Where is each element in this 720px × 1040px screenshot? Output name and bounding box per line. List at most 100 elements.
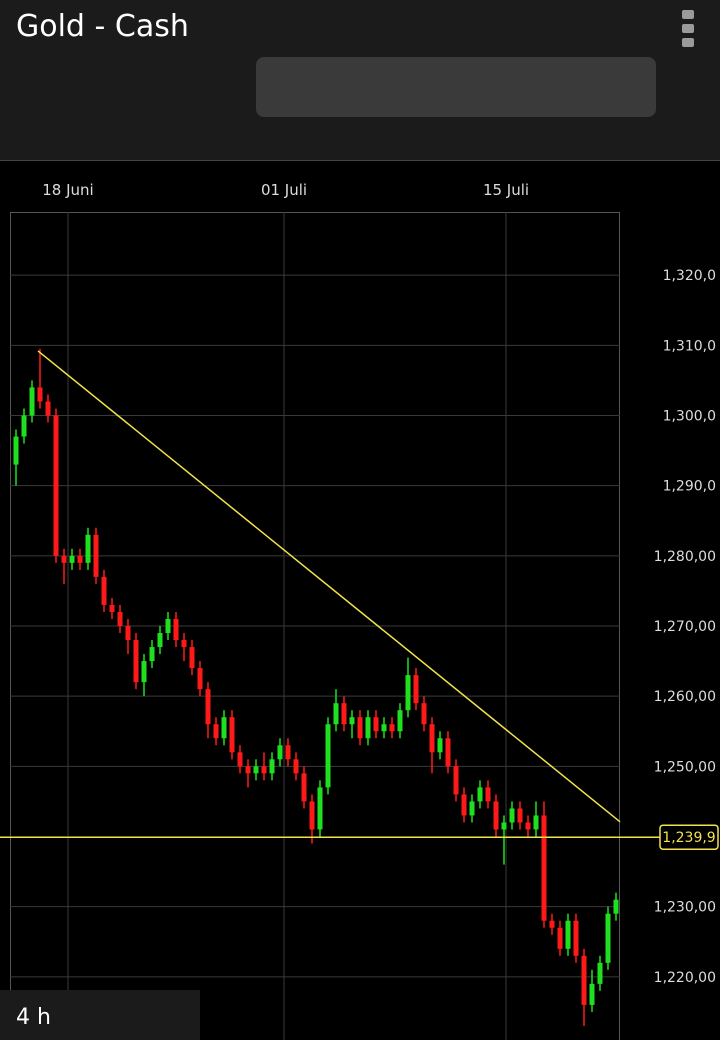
candle-body xyxy=(237,752,243,767)
candle-body xyxy=(149,647,155,662)
candle-body xyxy=(93,534,99,577)
candle-body xyxy=(229,717,235,753)
menu-dot xyxy=(682,24,694,33)
candle-body xyxy=(253,766,259,774)
overlay: 1,239,9 xyxy=(0,350,719,850)
candle-body xyxy=(69,555,75,563)
candle-body xyxy=(45,401,51,416)
candle-body xyxy=(445,738,451,767)
candle-body xyxy=(525,822,531,830)
candle-body xyxy=(141,661,147,683)
candle-body xyxy=(437,738,443,753)
candle-body xyxy=(493,801,499,830)
y-tick-label: 1,250,00 xyxy=(654,759,716,775)
candle-body xyxy=(125,626,131,641)
candle-body xyxy=(341,703,347,725)
candle-body xyxy=(397,710,403,732)
candle-body xyxy=(421,703,427,725)
candle-body xyxy=(277,745,283,760)
candle-body xyxy=(565,920,571,949)
candle-body xyxy=(157,633,163,648)
menu-dot xyxy=(682,10,694,19)
y-tick-label: 1,280,00 xyxy=(654,549,716,565)
plot-frame xyxy=(10,212,620,1040)
candle-body xyxy=(413,675,419,704)
candle-body xyxy=(581,955,587,1005)
candle-body xyxy=(517,808,523,823)
candle-body xyxy=(61,555,67,563)
candle-body xyxy=(533,815,539,830)
candle-body xyxy=(333,703,339,725)
candle-body xyxy=(453,766,459,795)
candle-body xyxy=(309,801,315,830)
candle-body xyxy=(181,640,187,648)
y-tick-label: 1,300,0 xyxy=(663,408,716,424)
candle-body xyxy=(461,794,467,816)
candle-body xyxy=(221,717,227,739)
candle-body xyxy=(405,675,411,711)
candle-body xyxy=(205,689,211,725)
candles xyxy=(13,348,619,1026)
candle-body xyxy=(365,717,371,739)
candle-body xyxy=(77,555,83,563)
candle-body xyxy=(605,913,611,963)
candle-body xyxy=(133,640,139,683)
candle-body xyxy=(573,920,579,956)
y-tick-label: 1,320,0 xyxy=(663,268,716,284)
candle-body xyxy=(189,647,195,669)
candle-body xyxy=(269,759,275,774)
timeframe-label: 4 h xyxy=(16,1005,51,1030)
candle-body xyxy=(261,766,267,774)
candle-body xyxy=(509,808,515,823)
candle-body xyxy=(85,534,91,563)
candle-body xyxy=(429,724,435,753)
candle-body xyxy=(301,773,307,802)
candle-body xyxy=(485,787,491,802)
candle-body xyxy=(293,759,299,774)
candle-body xyxy=(469,801,475,816)
trendline xyxy=(37,350,621,823)
y-tick-label: 1,260,00 xyxy=(654,689,716,705)
candle-body xyxy=(29,387,35,416)
candle-body xyxy=(197,668,203,690)
y-tick-label: 1,230,00 xyxy=(654,900,716,916)
candle-body xyxy=(109,604,115,612)
y-tick-label: 1,270,00 xyxy=(654,619,716,635)
menu-button[interactable] xyxy=(682,10,694,47)
candle-body xyxy=(117,611,123,626)
candle-body xyxy=(53,415,59,556)
candle-body xyxy=(597,962,603,984)
candle-body xyxy=(541,815,547,921)
search-field[interactable] xyxy=(256,57,656,117)
candle-body xyxy=(549,920,555,928)
candle-body xyxy=(613,899,619,914)
x-tick-label: 15 Juli xyxy=(483,181,529,199)
candle-body xyxy=(589,983,595,1005)
candle-body xyxy=(373,717,379,732)
candle-body xyxy=(101,576,107,605)
page-title: Gold - Cash xyxy=(16,9,189,44)
candle-body xyxy=(13,436,19,465)
candle-body xyxy=(349,717,355,725)
price-label-box xyxy=(659,824,719,850)
y-tick-label: 1,310,0 xyxy=(663,338,716,354)
candle-body xyxy=(285,745,291,760)
candle-body xyxy=(477,787,483,802)
candle-body xyxy=(37,387,43,402)
candle-body xyxy=(501,822,507,830)
x-tick-label: 18 Juni xyxy=(42,181,93,199)
timeframe-box[interactable] xyxy=(0,990,200,1040)
candle-body xyxy=(381,724,387,732)
candle-body xyxy=(325,724,331,788)
candle-body xyxy=(21,415,27,437)
candle-body xyxy=(245,766,251,774)
candle-body xyxy=(357,717,363,739)
y-tick-label: 1,220,00 xyxy=(654,970,716,986)
candle-body xyxy=(165,618,171,634)
candle-body xyxy=(213,724,219,739)
x-tick-label: 01 Juli xyxy=(261,181,307,199)
grid xyxy=(10,212,620,1040)
menu-dot xyxy=(682,38,694,47)
